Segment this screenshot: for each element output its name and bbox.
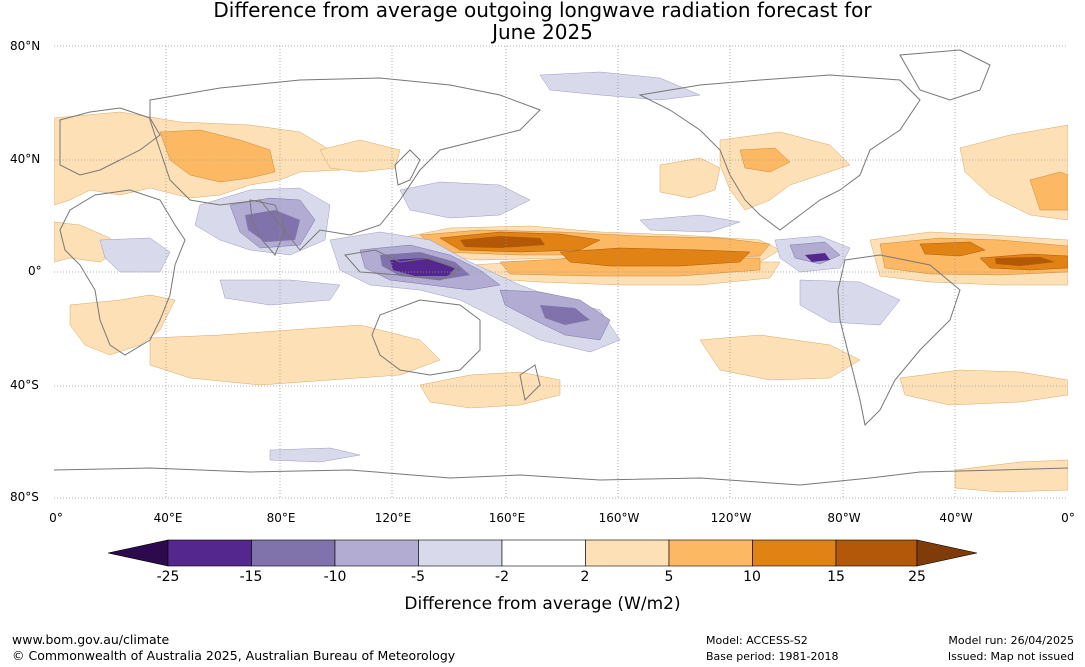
lon-label-40w: 40°W: [939, 511, 973, 525]
anomaly-mongolia: [159, 129, 276, 183]
anomaly-southern-ocean: [269, 447, 361, 463]
anomaly-europe: [1029, 171, 1068, 211]
anomaly-peak-central-america: [805, 253, 830, 262]
map-title-line1: Difference from average outgoing longwav…: [213, 0, 872, 22]
lat-label-80n: 80°N: [10, 39, 41, 53]
lon-label-0-left: 0°: [49, 511, 63, 525]
lon-label-80e: 80°E: [266, 511, 296, 525]
anomaly-pacific-core-south: [559, 247, 751, 267]
lat-label-80s: 80°S: [10, 490, 39, 504]
anomaly-pacific-peak: [460, 236, 545, 248]
footer-model: Model: ACCESS-S2: [706, 634, 808, 647]
coastline-newzealand: [519, 364, 541, 402]
colorbar-tick: -2: [495, 569, 509, 585]
anomaly-asia-north: [399, 181, 531, 219]
colorbar-low-arrow: [107, 539, 169, 567]
colorbar-tick: 10: [743, 569, 761, 585]
coastline-indonesia: [344, 249, 462, 281]
lon-label-80w: 80°W: [827, 511, 861, 525]
map-title-line2: June 2025: [492, 20, 593, 44]
colorbar-tick: 5: [664, 569, 674, 585]
footer-issued: Issued: Map not issued: [947, 650, 1074, 663]
colorbar: [107, 539, 978, 567]
colorbar-tick: -10: [323, 569, 347, 585]
coastlines: [54, 49, 1068, 486]
colorbar-bin-5: [501, 539, 586, 567]
colorbar-bin-8: [752, 539, 837, 567]
footer-model-run: Model run: 26/04/2025: [948, 634, 1074, 647]
colorbar-tick: -25: [156, 569, 180, 585]
footer-url[interactable]: www.bom.gov.au/climate: [12, 632, 170, 647]
anomaly-peak-indonesia: [390, 258, 455, 276]
coastline-india: [249, 199, 286, 256]
colorbar-bin-1: [167, 539, 252, 567]
colorbar-tick: 25: [908, 569, 926, 585]
graticule: [54, 45, 1068, 499]
lon-label-120e: 120°E: [374, 511, 412, 525]
lat-label-40s: 40°S: [10, 378, 39, 392]
lon-label-160e: 160°E: [488, 511, 526, 525]
coastline-africa: [59, 189, 186, 356]
anomaly-south-atlantic: [899, 369, 1068, 406]
colorbar-bin-9: [835, 539, 918, 567]
anomaly-pacific-ne: [639, 214, 741, 233]
colorbar-label: Difference from average (W/m2): [404, 594, 681, 614]
footer-base-period: Base period: 1981-2018: [706, 650, 839, 663]
colorbar-bin-2: [251, 539, 336, 567]
anomaly-south-america: [799, 279, 901, 326]
lon-label-160w: 160°W: [598, 511, 640, 525]
colorbar-bin-3: [334, 539, 419, 567]
anomaly-atlantic-peak: [995, 257, 1055, 266]
lon-label-0-right: 0°: [1061, 511, 1075, 525]
coastline-north-america: [638, 74, 921, 231]
anomaly-southern-indian: [149, 324, 441, 386]
lat-label-equator: 0°: [28, 264, 42, 278]
colorbar-tick: 2: [580, 569, 590, 585]
colorbar-bin-7: [668, 539, 753, 567]
anomaly-field: [54, 71, 1068, 493]
footer-copyright: © Commonwealth of Australia 2025, Austra…: [12, 648, 456, 663]
lon-label-120w: 120°W: [710, 511, 752, 525]
coastline-australia: [371, 299, 481, 376]
coastline-asia: [149, 77, 541, 251]
colorbar-high-arrow: [916, 539, 978, 567]
lon-label-40e: 40°E: [153, 511, 183, 525]
anomaly-arctic-pacific: [539, 71, 701, 101]
anomaly-southern-africa: [69, 294, 176, 356]
colorbar-bin-4: [418, 539, 503, 567]
anomaly-atlantic-core: [919, 241, 986, 257]
colorbar-bin-6: [585, 539, 670, 567]
colorbar-tick: -15: [239, 569, 263, 585]
colorbar-tick: 15: [827, 569, 845, 585]
anomaly-southpacific-east: [699, 334, 861, 381]
lat-label-40n: 40°N: [10, 152, 41, 166]
coastline-europe: [59, 107, 161, 176]
anomaly-northpacific: [659, 157, 721, 199]
coastline-japan: [394, 149, 421, 186]
anomaly-spcz-core: [540, 305, 590, 325]
coastline-south-america: [837, 254, 961, 427]
coastline-greenland: [899, 49, 991, 101]
colorbar-tick: -5: [411, 569, 425, 585]
coastline-antarctica: [54, 467, 1068, 486]
